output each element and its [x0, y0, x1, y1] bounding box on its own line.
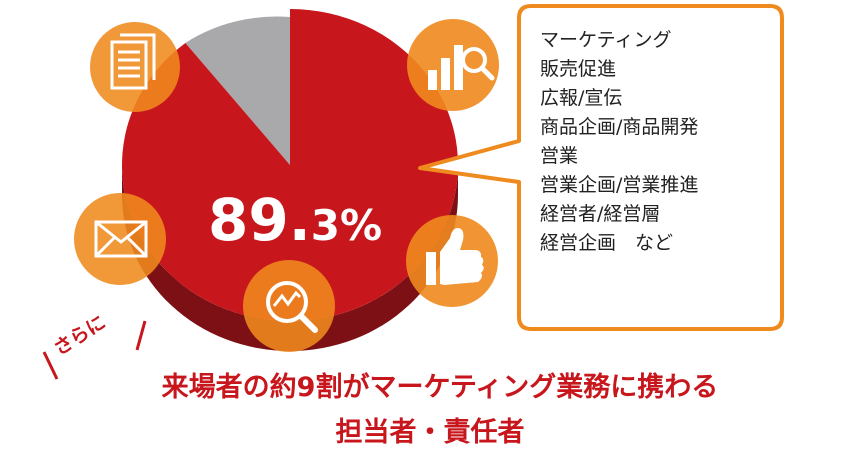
value-label-main: 89.: [208, 186, 311, 254]
callout-item: 販売促進: [540, 58, 617, 80]
callout-bubble: [418, 4, 784, 331]
pie-side-band: [122, 165, 458, 351]
value-label-small: 3%: [311, 201, 382, 250]
pie-top: [121, 9, 458, 322]
callout-item: 広報/宣伝: [540, 87, 623, 109]
callout-item: 商品企画/商品開発: [540, 116, 699, 138]
document-icon: [90, 22, 180, 112]
envelope-icon: [74, 193, 166, 285]
headline-line1: 来場者の約9割がマーケティング業務に携わる: [161, 372, 719, 403]
pie-slice-rest: [185, 16, 290, 165]
callout-item: 営業: [540, 145, 579, 167]
callout-item: 経営者/経営層: [540, 203, 661, 225]
tagline-slash-left: [42, 351, 59, 380]
callout-item: 経営企画 など: [540, 232, 674, 254]
pie-value-label: 89.3%: [208, 186, 382, 254]
trend-magnifier-icon: [243, 260, 335, 352]
callout-item: 営業企画/営業推進: [540, 174, 699, 196]
callout-item: マーケティング: [540, 29, 672, 51]
tagline-slash-right: [135, 320, 147, 351]
thumbs-up-icon: [406, 215, 498, 307]
headline-line2: 担当者・責任者: [335, 417, 525, 448]
callout-list: マーケティング 販売促進 広報/宣伝 商品企画/商品開発 営業 営業企画/営業推…: [540, 26, 698, 258]
pie-slice-main: [121, 9, 458, 322]
chart-magnifier-icon: [407, 19, 499, 111]
pie-side: [122, 165, 458, 351]
